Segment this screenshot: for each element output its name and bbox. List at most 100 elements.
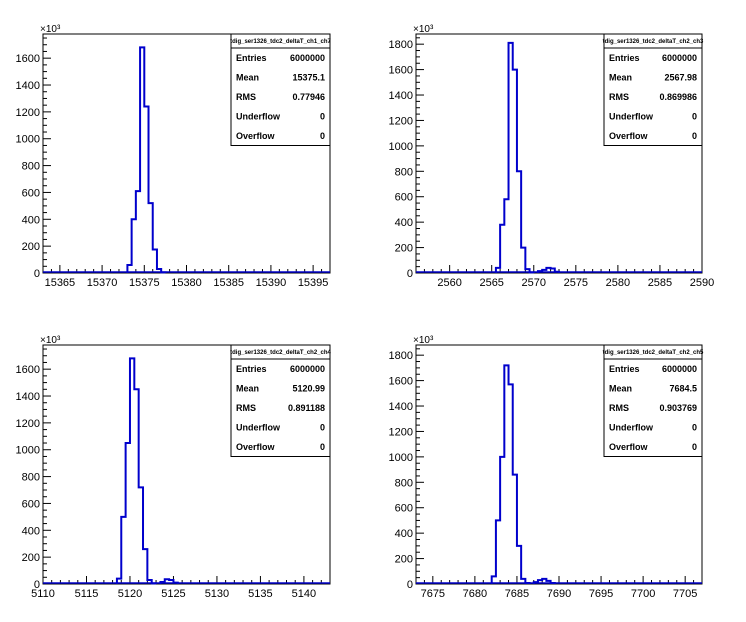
y-tick-label: 1200 xyxy=(389,426,413,438)
histogram-outline xyxy=(494,41,560,274)
y-tick-label: 400 xyxy=(395,217,413,229)
stats-value: 0.77946 xyxy=(292,92,325,102)
plot-frame xyxy=(42,344,331,585)
y-tick-label: 800 xyxy=(22,161,40,173)
stats-label: Mean xyxy=(609,73,632,83)
y-tick-label: 1200 xyxy=(389,115,413,127)
x-tick-label: 15370 xyxy=(87,277,118,289)
stats-value: 0 xyxy=(320,442,325,452)
stats-box-frame xyxy=(603,344,703,457)
stats-box: tdig_ser1326_tdc2_deltaT_ch1_ch7 Entries 6… xyxy=(230,33,332,146)
y-tick-label: 200 xyxy=(395,243,413,255)
x-tick-label: 2580 xyxy=(606,277,630,289)
y-multiplier-label: ×10³ xyxy=(40,24,61,35)
stats-value: 0 xyxy=(692,442,697,452)
x-tick-label: 7685 xyxy=(505,588,529,600)
x-tick-label: 15385 xyxy=(213,277,244,289)
x-tick-label: 5120 xyxy=(118,588,142,600)
y-tick-label: 1000 xyxy=(16,134,40,146)
x-tick-label: 7675 xyxy=(421,588,445,600)
stats-label: Entries xyxy=(236,364,267,374)
x-tick-label: 15395 xyxy=(298,277,329,289)
stats-title: tdig_ser1326_tdc2_deltaT_ch1_ch7 xyxy=(230,39,331,45)
stats-label: Overflow xyxy=(236,131,276,141)
stats-label: Underflow xyxy=(609,423,654,433)
stats-label: Entries xyxy=(236,53,267,63)
y-multiplier-label: ×10³ xyxy=(413,24,434,35)
y-tick-label: 1200 xyxy=(16,107,40,119)
stats-label: Underflow xyxy=(236,112,281,122)
stats-label: Mean xyxy=(236,384,259,394)
stats-label: Overflow xyxy=(609,442,649,452)
stats-label: Entries xyxy=(609,53,640,63)
stats-value: 0.903769 xyxy=(659,403,697,413)
y-tick-label: 0 xyxy=(407,268,413,280)
stats-label: RMS xyxy=(236,403,256,413)
stats-label: Underflow xyxy=(609,112,654,122)
y-tick-label: 400 xyxy=(22,214,40,226)
x-tick-label: 2570 xyxy=(522,277,546,289)
y-tick-label: 1000 xyxy=(389,452,413,464)
x-tick-label: 5130 xyxy=(205,588,229,600)
stats-value: 6000000 xyxy=(662,364,697,374)
stats-value: 5120.99 xyxy=(292,384,325,394)
histogram-panel-4: 0 200 400 600 800 1000 1200 1400 1600 1800 7675 768… xyxy=(389,335,705,600)
x-tick-label: 7700 xyxy=(631,588,655,600)
x-tick-label: 7690 xyxy=(547,588,571,600)
y-tick-label: 1000 xyxy=(16,445,40,457)
x-tick-label: 2565 xyxy=(479,277,503,289)
stats-box: tdig_ser1326_tdc2_deltaT_ch2_ch4 Entries 6… xyxy=(230,344,332,457)
y-tick-label: 800 xyxy=(395,477,413,489)
stats-value: 6000000 xyxy=(290,53,325,63)
histogram-outline xyxy=(126,46,167,274)
stats-value: 0 xyxy=(692,131,697,141)
y-tick-label: 600 xyxy=(395,192,413,204)
stats-box-frame xyxy=(230,33,331,146)
histogram-outline xyxy=(490,364,556,584)
x-tick-label: 5140 xyxy=(292,588,316,600)
y-tick-label: 1400 xyxy=(389,90,413,102)
histogram-panel-2: 0 200 400 600 800 1000 1200 1400 1600 1800 2560 256… xyxy=(389,24,715,289)
y-tick-label: 0 xyxy=(34,579,40,591)
y-tick-label: 1800 xyxy=(389,350,413,362)
stats-label: Mean xyxy=(609,384,632,394)
x-tick-label: 7695 xyxy=(589,588,613,600)
stats-value: 0 xyxy=(692,112,697,122)
y-tick-label: 200 xyxy=(395,554,413,566)
stats-label: RMS xyxy=(609,403,629,413)
y-tick-label: 1200 xyxy=(16,418,40,430)
x-tick-label: 7705 xyxy=(673,588,697,600)
y-tick-label: 1600 xyxy=(16,53,40,65)
y-tick-label: 1000 xyxy=(389,141,413,153)
stats-value: 0 xyxy=(692,423,697,433)
stats-value: 0 xyxy=(320,423,325,433)
stats-title: tdig_ser1326_tdc2_deltaT_ch2_ch5 xyxy=(603,350,704,356)
x-tick-label: 5110 xyxy=(31,588,55,600)
stats-value: 6000000 xyxy=(290,364,325,374)
x-tick-label: 5115 xyxy=(75,588,99,600)
stats-label: Underflow xyxy=(236,423,281,433)
stats-value: 0 xyxy=(320,112,325,122)
y-tick-label: 200 xyxy=(22,552,40,564)
y-tick-label: 0 xyxy=(407,579,413,591)
stats-label: Mean xyxy=(236,73,259,83)
y-tick-label: 200 xyxy=(22,241,40,253)
x-tick-label: 15375 xyxy=(129,277,160,289)
y-tick-label: 600 xyxy=(22,498,40,510)
x-tick-label: 5125 xyxy=(161,588,185,600)
histogram-panel-3: 0 200 400 600 800 1000 1200 1400 1600 5110 5115 512… xyxy=(16,335,332,600)
y-tick-label: 800 xyxy=(395,166,413,178)
stats-value: 7684.5 xyxy=(669,384,697,394)
x-tick-label: 15380 xyxy=(171,277,202,289)
x-tick-label: 2585 xyxy=(648,277,672,289)
stats-label: RMS xyxy=(236,92,256,102)
stats-box-frame xyxy=(230,344,331,457)
y-tick-label: 1400 xyxy=(16,80,40,92)
y-tick-label: 400 xyxy=(395,528,413,540)
y-tick-label: 400 xyxy=(22,525,40,537)
x-tick-label: 7680 xyxy=(463,588,487,600)
histogram-outline xyxy=(115,357,179,585)
stats-value: 0.869986 xyxy=(659,92,697,102)
y-tick-label: 1600 xyxy=(389,376,413,388)
